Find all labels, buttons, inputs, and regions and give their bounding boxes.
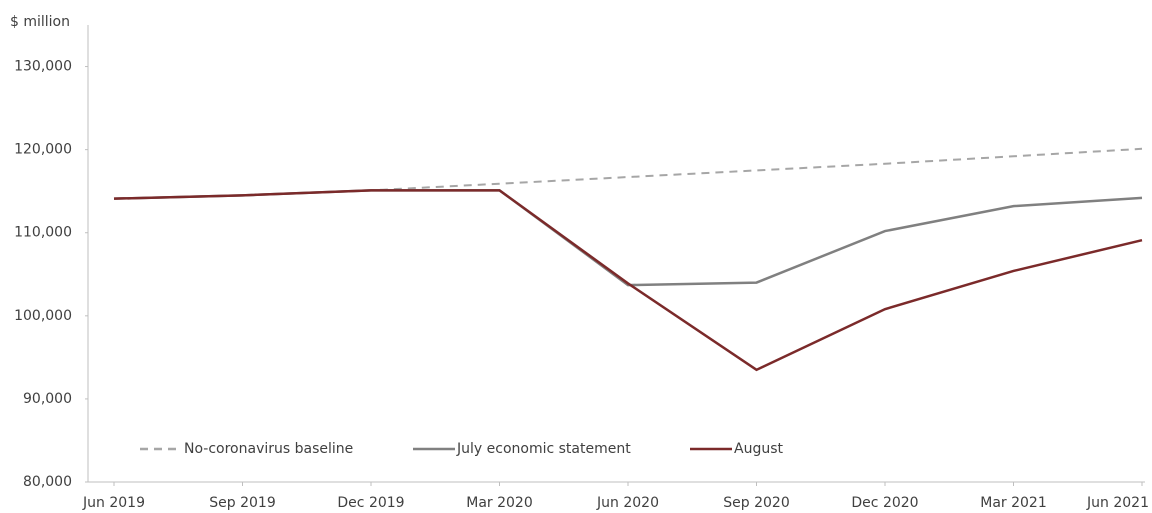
x-tick-label: Sep 2020 <box>723 495 789 511</box>
x-tick-label: Dec 2019 <box>337 495 404 511</box>
series-line <box>113 147 1143 200</box>
series-line <box>113 189 1143 372</box>
y-tick-label: 110,000 <box>14 225 72 241</box>
x-tick-label: Jun 2020 <box>596 495 659 511</box>
legend-label: August <box>734 441 784 457</box>
x-tick-label: Jun 2021 <box>1086 495 1149 511</box>
x-tick-label: Dec 2020 <box>851 495 918 511</box>
y-tick-label: 80,000 <box>23 474 72 490</box>
y-tick-label: 120,000 <box>14 142 72 158</box>
x-tick-label: Mar 2020 <box>466 495 533 511</box>
legend-label: July economic statement <box>456 441 631 457</box>
legend-label: No-coronavirus baseline <box>184 441 353 457</box>
x-tick-label: Jun 2019 <box>82 495 145 511</box>
x-tick-label: Sep 2019 <box>209 495 275 511</box>
y-unit-label: $ million <box>10 14 70 30</box>
y-tick-label: 90,000 <box>23 391 72 407</box>
y-tick-label: 130,000 <box>14 59 72 75</box>
series-line <box>113 189 1143 287</box>
y-tick-label: 100,000 <box>14 308 72 324</box>
x-tick-label: Mar 2021 <box>980 495 1047 511</box>
